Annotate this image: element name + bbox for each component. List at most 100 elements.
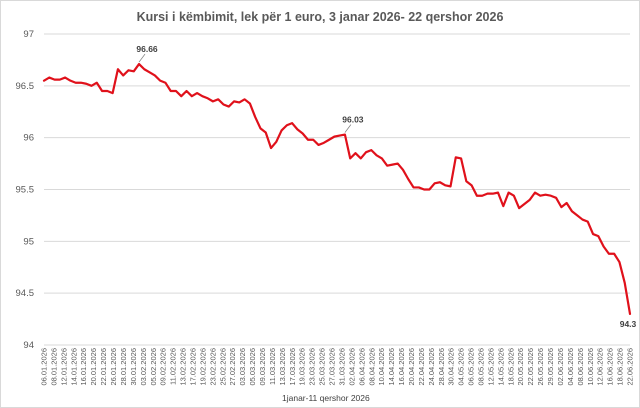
- x-tick-label: 19.02.2026: [198, 348, 207, 386]
- data-point: [349, 158, 351, 160]
- x-tick-label: 08.01.2026: [49, 348, 58, 386]
- data-point: [165, 82, 167, 84]
- x-tick-label: 16.01.2026: [79, 348, 88, 386]
- data-point: [323, 142, 325, 144]
- data-point: [460, 158, 462, 160]
- x-tick-label: 02.06.2026: [556, 348, 565, 386]
- x-tick-label: 10.06.2026: [586, 348, 595, 386]
- data-point: [386, 165, 388, 167]
- data-point: [444, 185, 446, 187]
- x-tick-label: 24.04.2026: [427, 348, 436, 386]
- data-point: [561, 206, 563, 208]
- data-point: [170, 90, 172, 92]
- leader-line: [344, 124, 352, 133]
- x-tick-label: 20.01.2026: [89, 348, 98, 386]
- data-point: [64, 77, 66, 79]
- data-point: [550, 195, 552, 197]
- data-point: [629, 313, 631, 315]
- x-tick-label: 22.06.2026: [626, 348, 635, 386]
- data-point: [355, 152, 357, 154]
- data-point: [576, 215, 578, 217]
- x-tick-label: 12.01.2026: [59, 348, 68, 386]
- data-point: [275, 141, 277, 143]
- data-point: [534, 192, 536, 194]
- data-point: [502, 205, 504, 207]
- data-point: [598, 235, 600, 237]
- x-tick-label: 31.03.2026: [337, 348, 346, 386]
- data-point: [381, 158, 383, 160]
- data-point: [112, 92, 114, 94]
- x-tick-label: 25.03.2026: [318, 348, 327, 386]
- data-point: [603, 246, 605, 248]
- data-point: [144, 68, 146, 70]
- x-tick-label: 11.02.2026: [169, 348, 178, 385]
- data-point: [48, 77, 50, 79]
- data-point: [196, 92, 198, 94]
- data-point: [128, 69, 130, 71]
- data-point: [107, 90, 109, 92]
- x-tick-label: 06.04.2026: [357, 348, 366, 386]
- x-tick-label: 11.03.2026: [268, 348, 277, 385]
- data-point: [566, 202, 568, 204]
- data-point: [154, 75, 156, 77]
- data-point: [307, 139, 309, 141]
- data-point: [186, 90, 188, 92]
- x-tick-label: 18.06.2026: [616, 348, 625, 386]
- x-tick-label: 05.03.2026: [248, 348, 257, 386]
- data-point: [439, 181, 441, 183]
- data-point: [43, 80, 45, 82]
- x-tick-label: 16.06.2026: [606, 348, 615, 386]
- x-tick-label: 04.06.2026: [566, 348, 575, 386]
- data-point: [312, 139, 314, 141]
- data-point: [239, 102, 241, 104]
- data-point: [434, 182, 436, 184]
- y-tick-label: 94.5: [16, 288, 35, 299]
- data-point: [624, 282, 626, 284]
- data-point: [334, 136, 336, 138]
- x-tick-label: 06.01.2026: [40, 348, 49, 386]
- x-tick-label: 23.03.2026: [308, 348, 317, 386]
- data-point: [344, 134, 346, 136]
- data-point: [223, 104, 225, 106]
- data-point: [96, 82, 98, 84]
- y-tick-label: 95.5: [16, 185, 35, 196]
- x-tick-label: 27.02.2026: [228, 348, 237, 386]
- data-point: [175, 90, 177, 92]
- data-point: [217, 99, 219, 101]
- x-tick-label: 22.04.2026: [417, 348, 426, 386]
- data-point: [555, 197, 557, 199]
- data-point: [265, 132, 267, 134]
- x-tick-label: 09.02.2026: [159, 348, 168, 386]
- exchange-rate-series-line: [42, 62, 632, 315]
- data-point: [244, 99, 246, 101]
- x-tick-label: 14.04.2026: [387, 348, 396, 386]
- x-tick-label: 14.05.2026: [496, 348, 505, 386]
- x-tick-label: 14.01.2026: [69, 348, 78, 386]
- data-point: [233, 101, 235, 103]
- data-point: [545, 194, 547, 196]
- data-point: [286, 124, 288, 126]
- data-point: [508, 192, 510, 194]
- data-point: [423, 189, 425, 191]
- data-point: [392, 164, 394, 166]
- data-point: [613, 253, 615, 255]
- data-point: [191, 95, 193, 97]
- data-point: [70, 80, 72, 82]
- x-tick-label: 02.04.2026: [347, 348, 356, 386]
- x-tick-label: 12.05.2026: [486, 348, 495, 386]
- x-tick-label: 10.04.2026: [377, 348, 386, 386]
- x-tick-label: 09.03.2026: [258, 348, 267, 386]
- data-point: [571, 210, 573, 212]
- x-tick-label: 22.05.2026: [526, 348, 535, 386]
- data-point: [202, 95, 204, 97]
- x-tick-label: 28.04.2026: [437, 348, 446, 386]
- data-point: [180, 95, 182, 97]
- x-tick-label: 12.06.2026: [596, 348, 605, 386]
- data-point: [270, 147, 272, 149]
- x-tick-label: 20.05.2026: [516, 348, 525, 386]
- data-point: [291, 122, 293, 124]
- data-point: [122, 75, 124, 77]
- data-point: [397, 163, 399, 165]
- x-tick-label: 28.01.2026: [119, 348, 128, 386]
